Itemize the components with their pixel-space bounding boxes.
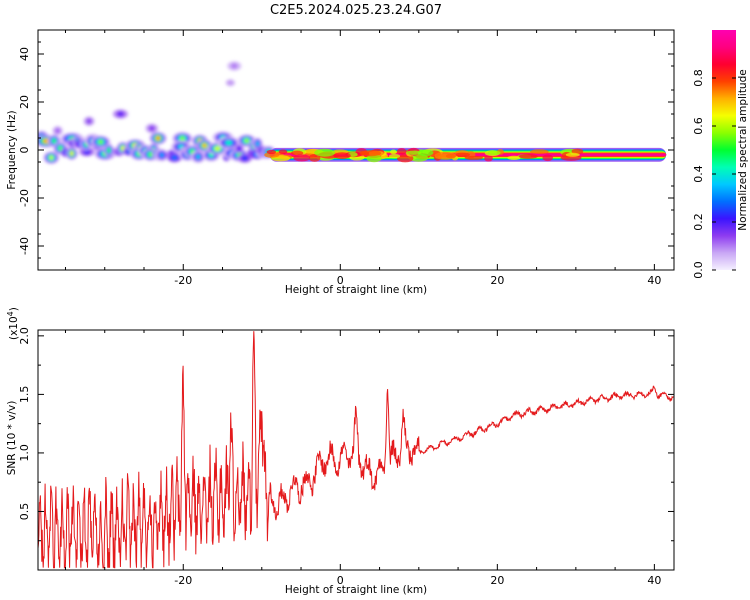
x-tick-label: 0 xyxy=(337,274,344,287)
x-tick-label: 40 xyxy=(647,574,661,587)
spectrogram-blob xyxy=(214,146,221,152)
steady-band-speckle xyxy=(264,152,280,158)
x-tick-label: -20 xyxy=(174,274,192,287)
spectrogram-blob xyxy=(70,150,74,156)
steady-band-speckle xyxy=(405,150,422,155)
spectrogram-blob xyxy=(107,147,111,153)
spectrogram-blob xyxy=(58,145,63,151)
steady-band-speckle xyxy=(571,148,584,155)
y-tick-label: 0 xyxy=(18,147,31,154)
x-tick-label: 20 xyxy=(490,574,504,587)
steady-band-speckle xyxy=(518,154,538,159)
steady-band-speckle xyxy=(390,149,397,155)
steady-band-speckle xyxy=(308,153,321,162)
snr-exponent-base: (x10 xyxy=(8,316,20,340)
spectrogram-blob xyxy=(117,111,124,117)
steady-band-speckle xyxy=(396,148,407,155)
snr-exponent-power: 4 xyxy=(6,311,15,316)
figure-title: C2E5.2024.025.23.24.G07 xyxy=(270,3,442,18)
snr-frame xyxy=(37,329,675,571)
spectrogram-blob xyxy=(55,128,60,134)
spectrogram-xlabel: Height of straight line (km) xyxy=(285,284,427,296)
spectrogram-plot-area xyxy=(38,61,667,164)
colorbar: 0.0 0.2 0.4 0.6 0.8 Normalized spectral ampl… xyxy=(692,30,749,279)
x-tick-label: 20 xyxy=(490,274,504,287)
snr-xlabel: Height of straight line (km) xyxy=(285,584,427,596)
snr-ylabel: SNR (10 * v/v) xyxy=(6,401,18,476)
steady-band-speckle xyxy=(359,150,370,156)
colorbar-tick-label: 0.0 xyxy=(692,261,705,279)
spectrogram-blob xyxy=(171,155,178,161)
steady-band-speckle xyxy=(333,152,351,160)
y-tick-label: 2.0 xyxy=(18,327,31,345)
y-tick-label: -20 xyxy=(18,189,31,207)
steady-band-speckle xyxy=(484,155,493,162)
snr-panel: -20 0 20 40 0.5 1.0 1.5 2.0 Height of straight … xyxy=(6,307,675,596)
spectrogram-panel: -20 0 20 40 -40 -20 0 20 40 Height of straight l… xyxy=(6,29,675,296)
spectrogram-blob xyxy=(52,138,56,144)
spectrogram-blob xyxy=(196,154,201,160)
spectrogram-blob xyxy=(237,146,241,152)
spectrogram-blob xyxy=(179,135,186,141)
steady-band-speckle xyxy=(530,149,549,154)
spectrogram-blob xyxy=(227,80,234,86)
steady-band-speckle xyxy=(290,150,304,156)
steady-band-speckle xyxy=(464,155,484,160)
y-tick-label: 0.5 xyxy=(18,503,31,520)
steady-band-speckle xyxy=(565,152,580,157)
y-tick-label: 20 xyxy=(18,95,31,109)
spectrogram-blob xyxy=(97,139,104,145)
spectrogram-blob xyxy=(225,140,232,146)
steady-band-speckle xyxy=(366,154,382,163)
y-tick-label: 1.0 xyxy=(18,444,31,462)
steady-band-speckle xyxy=(542,154,554,162)
spectrogram-steady-band xyxy=(264,147,667,163)
steady-band-speckle xyxy=(278,149,288,155)
snr-series-line xyxy=(38,331,674,569)
steady-band-speckle xyxy=(417,149,434,157)
spectrogram-ylabel: Frequency (Hz) xyxy=(6,110,18,189)
colorbar-label: Normalized spectral amplitude xyxy=(737,69,749,230)
steady-band-speckle xyxy=(266,149,276,155)
steady-band-speckle xyxy=(455,152,470,157)
spectrogram-blob xyxy=(202,143,207,149)
snr-exponent-label: (x104) xyxy=(6,307,20,340)
steady-band-speckle xyxy=(293,154,311,162)
colorbar-tick-label: 0.4 xyxy=(692,165,705,183)
x-tick-label: 0 xyxy=(337,574,344,587)
spectrogram-blob xyxy=(148,152,153,157)
spectrogram-blob xyxy=(231,63,238,69)
x-tick-label: -20 xyxy=(174,574,192,587)
spectrogram-blob xyxy=(241,155,248,161)
spectrogram-blob xyxy=(155,135,161,141)
steady-band-speckle xyxy=(487,150,501,156)
spectrogram-blob xyxy=(149,125,155,131)
steady-band-speckle xyxy=(445,153,456,159)
x-tick-label: 40 xyxy=(647,274,661,287)
y-tick-label: -40 xyxy=(18,237,31,255)
spectrogram-blobs xyxy=(38,61,277,164)
spectrogram-ticks: -20 0 20 40 -40 -20 0 20 40 xyxy=(18,30,674,287)
colorbar-ticks: 0.0 0.2 0.4 0.6 0.8 xyxy=(692,69,736,279)
spectrogram-blob xyxy=(49,155,54,161)
spectrogram-blob xyxy=(244,138,250,144)
colorbar-tick-label: 0.2 xyxy=(692,213,705,231)
y-tick-label: 40 xyxy=(18,47,31,61)
spectrogram-blob xyxy=(86,118,92,124)
steady-band-speckle xyxy=(388,154,401,159)
colorbar-tick-label: 0.6 xyxy=(692,117,705,135)
spectrogram-blob xyxy=(256,141,260,147)
steady-band-speckle xyxy=(314,148,336,157)
y-tick-label: 1.5 xyxy=(18,386,31,404)
colorbar-tick-label: 0.8 xyxy=(692,69,705,87)
snr-ticks: -20 0 20 40 0.5 1.0 1.5 2.0 xyxy=(18,327,674,587)
spectrogram-blob xyxy=(121,145,125,151)
snr-plot-area xyxy=(38,331,674,569)
spectrogram-blob xyxy=(159,152,164,158)
steady-band-speckle xyxy=(507,155,521,161)
colorbar-gradient xyxy=(712,30,736,270)
